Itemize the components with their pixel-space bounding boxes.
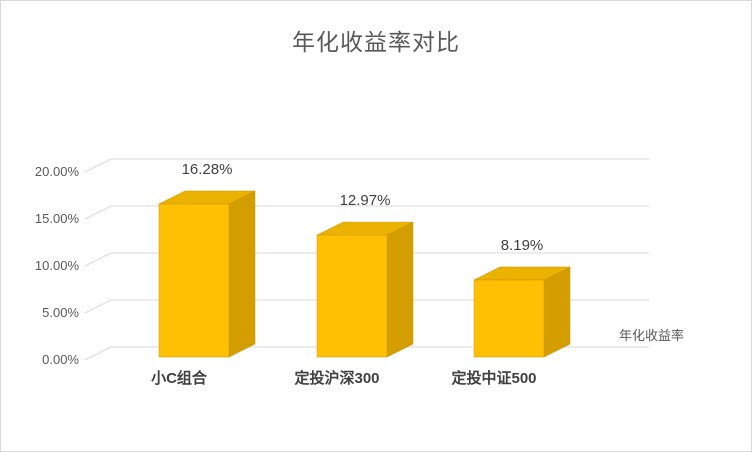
series-axis-title: 年化收益率	[619, 328, 685, 343]
y-tick-label-4: 20.00%	[34, 164, 79, 179]
bar-side-2	[543, 266, 571, 358]
bar-top-0	[158, 190, 256, 205]
bar-front-0	[158, 203, 230, 358]
data-label-0: 16.28%	[181, 160, 233, 178]
chart-title: 年化收益率对比	[292, 29, 460, 55]
y-tick-label-3: 15.00%	[34, 211, 79, 226]
category-label-0: 小C组合	[151, 370, 207, 387]
gridline-1	[84, 299, 649, 314]
bar-side-0	[228, 190, 256, 358]
bar-top-2	[473, 266, 571, 281]
y-tick-label-0: 0.00%	[42, 352, 79, 367]
gridline-0	[84, 346, 649, 361]
data-label-1: 12.97%	[339, 192, 391, 210]
y-tick-label-2: 10.00%	[34, 258, 79, 273]
category-label-1: 定投沪深300	[294, 370, 380, 387]
bar-front-2	[473, 279, 545, 358]
gridline-2	[84, 252, 649, 267]
y-tick-label-1: 5.00%	[42, 305, 79, 320]
bar-top-1	[316, 221, 414, 236]
bar-front-1	[316, 234, 388, 358]
category-label-2: 定投中证500	[451, 370, 537, 387]
data-label-2: 8.19%	[500, 237, 544, 254]
bar-side-1	[386, 221, 414, 358]
